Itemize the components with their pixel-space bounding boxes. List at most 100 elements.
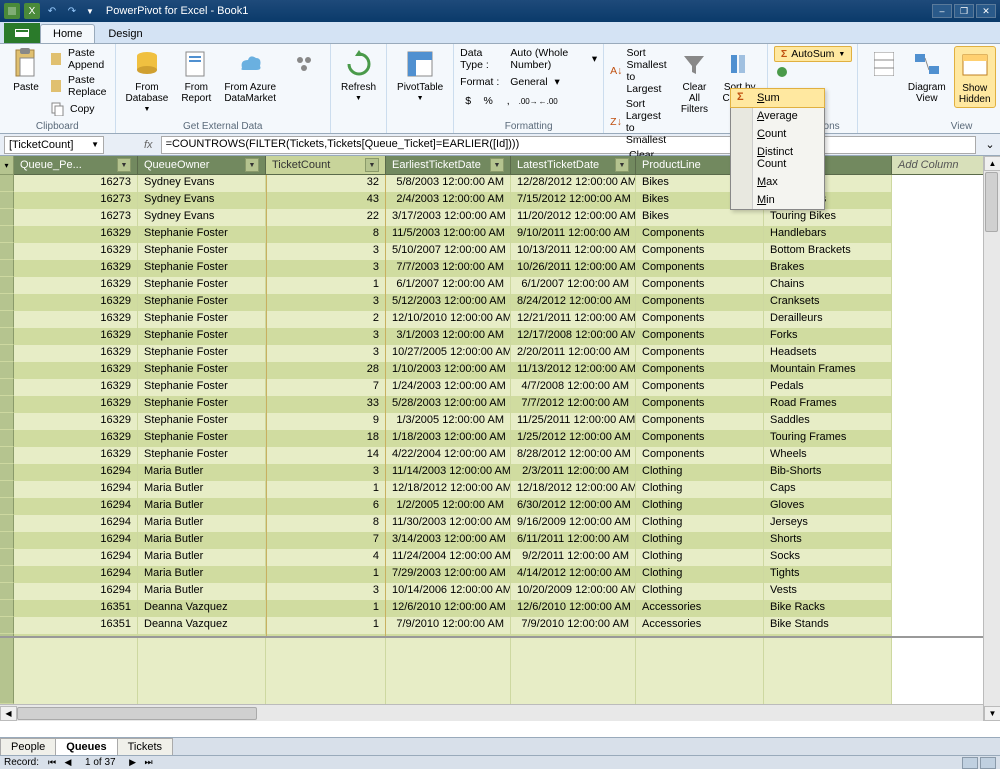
measure-cell[interactable] <box>14 638 138 704</box>
cell[interactable]: Components <box>636 413 764 430</box>
cell[interactable]: 8 <box>266 226 386 243</box>
cell[interactable]: Components <box>636 226 764 243</box>
cell[interactable]: 11/5/2003 12:00:00 AM <box>386 226 511 243</box>
qat-dropdown-icon[interactable]: ▼ <box>86 7 94 16</box>
table-row[interactable]: 16329Stephanie Foster16/1/2007 12:00:00 … <box>0 277 1000 294</box>
table-row[interactable]: 16294Maria Butler112/18/2012 12:00:00 AM… <box>0 481 1000 498</box>
cell[interactable]: 9/2/2011 12:00:00 AM <box>511 549 636 566</box>
cell[interactable]: 4/14/2012 12:00:00 AM <box>511 566 636 583</box>
cell[interactable]: 16273 <box>14 192 138 209</box>
cell[interactable]: Handlebars <box>764 226 892 243</box>
measure-cell[interactable] <box>636 638 764 704</box>
table-row[interactable]: 16329Stephanie Foster212/10/2010 12:00:0… <box>0 311 1000 328</box>
table-row[interactable]: 16351Deanna Vazquez112/6/2010 12:00:00 A… <box>0 600 1000 617</box>
cell[interactable]: Pedals <box>764 379 892 396</box>
autosum-item-count[interactable]: Count <box>731 125 824 143</box>
cell[interactable]: 7/29/2003 12:00:00 AM <box>386 566 511 583</box>
cell[interactable]: Road Frames <box>764 396 892 413</box>
cell[interactable]: 12/18/2012 12:00:00 AM <box>386 481 511 498</box>
datatype-selector[interactable]: Data Type : Auto (Whole Number) ▾ <box>460 46 597 72</box>
cell[interactable]: Socks <box>764 549 892 566</box>
filter-dropdown-icon[interactable]: ▼ <box>245 158 259 172</box>
cell[interactable]: Sydney Evans <box>138 192 266 209</box>
cell[interactable]: Stephanie Foster <box>138 447 266 464</box>
cell[interactable]: 2/3/2011 12:00:00 AM <box>511 464 636 481</box>
cell[interactable]: 16329 <box>14 243 138 260</box>
cell[interactable]: 43 <box>266 192 386 209</box>
cell[interactable]: 16329 <box>14 430 138 447</box>
cell[interactable]: 3 <box>266 583 386 600</box>
autosum-item-average[interactable]: Average <box>731 107 824 125</box>
sheet-tab-tickets[interactable]: Tickets <box>117 738 173 756</box>
measure-cell[interactable] <box>764 638 892 704</box>
cell[interactable]: 6/1/2007 12:00:00 AM <box>386 277 511 294</box>
cell[interactable]: 16329 <box>14 260 138 277</box>
cell[interactable]: 1/2/2005 12:00:00 AM <box>386 498 511 515</box>
cell[interactable]: Components <box>636 311 764 328</box>
tab-home[interactable]: Home <box>40 24 95 43</box>
cell[interactable]: 16294 <box>14 498 138 515</box>
cell[interactable]: 11/24/2004 12:00:00 AM <box>386 549 511 566</box>
cell[interactable]: Caps <box>764 481 892 498</box>
cell[interactable]: 1/10/2003 12:00:00 AM <box>386 362 511 379</box>
cell[interactable]: 16273 <box>14 209 138 226</box>
cell[interactable]: 5/28/2003 12:00:00 AM <box>386 396 511 413</box>
cell[interactable]: 16329 <box>14 362 138 379</box>
cell[interactable]: 9/10/2011 12:00:00 AM <box>511 226 636 243</box>
scroll-left-icon[interactable]: ◀ <box>0 706 17 721</box>
cell[interactable]: 10/27/2005 12:00:00 AM <box>386 345 511 362</box>
filter-dropdown-icon[interactable]: ▼ <box>365 158 379 172</box>
formula-input[interactable]: =COUNTROWS(FILTER(Tickets,Tickets[Queue_… <box>161 136 976 154</box>
table-row[interactable]: 16329Stephanie Foster181/18/2003 12:00:0… <box>0 430 1000 447</box>
pivottable-button[interactable]: PivotTable▼ <box>393 46 447 105</box>
column-header-earliestticketdate[interactable]: EarliestTicketDate▼ <box>386 156 511 175</box>
cell[interactable]: Clothing <box>636 515 764 532</box>
from-database-button[interactable]: From Database▼ <box>122 46 173 116</box>
dropdown-icon[interactable]: ▼ <box>91 140 99 149</box>
cell[interactable]: Headsets <box>764 345 892 362</box>
table-row[interactable]: 16329Stephanie Foster33/1/2003 12:00:00 … <box>0 328 1000 345</box>
cell[interactable]: Forks <box>764 328 892 345</box>
cell[interactable]: 16294 <box>14 566 138 583</box>
cell[interactable]: Touring Frames <box>764 430 892 447</box>
cell[interactable]: 16329 <box>14 345 138 362</box>
cell[interactable]: Maria Butler <box>138 464 266 481</box>
cell[interactable]: 14 <box>266 447 386 464</box>
cell[interactable]: Bib-Shorts <box>764 464 892 481</box>
nav-next-icon[interactable]: ▶ <box>126 757 140 768</box>
cell[interactable]: Stephanie Foster <box>138 277 266 294</box>
horizontal-scrollbar[interactable]: ◀ ▶ <box>0 704 1000 721</box>
table-row[interactable]: 16329Stephanie Foster37/7/2003 12:00:00 … <box>0 260 1000 277</box>
table-row[interactable]: 16329Stephanie Foster335/28/2003 12:00:0… <box>0 396 1000 413</box>
cell[interactable]: Bike Racks <box>764 600 892 617</box>
table-row[interactable]: 16329Stephanie Foster310/27/2005 12:00:0… <box>0 345 1000 362</box>
cell[interactable]: Clothing <box>636 481 764 498</box>
cell[interactable]: Stephanie Foster <box>138 260 266 277</box>
table-row[interactable]: 16294Maria Butler73/14/2003 12:00:00 AM6… <box>0 532 1000 549</box>
cell[interactable]: Clothing <box>636 583 764 600</box>
cell[interactable]: 4 <box>266 549 386 566</box>
cell[interactable]: Clothing <box>636 532 764 549</box>
cell[interactable]: Stephanie Foster <box>138 379 266 396</box>
filter-dropdown-icon[interactable]: ▼ <box>615 158 629 172</box>
cell[interactable]: 16294 <box>14 481 138 498</box>
clear-filters-button[interactable]: Clear All Filters <box>674 46 714 117</box>
sheet-tab-people[interactable]: People <box>0 738 56 756</box>
cell[interactable]: 8/24/2012 12:00:00 AM <box>511 294 636 311</box>
cell[interactable]: Components <box>636 396 764 413</box>
cell[interactable]: 12/18/2012 12:00:00 AM <box>511 481 636 498</box>
cell[interactable]: Brakes <box>764 260 892 277</box>
cell[interactable]: Wheels <box>764 447 892 464</box>
cell[interactable]: Stephanie Foster <box>138 226 266 243</box>
cell[interactable]: 12/17/2008 12:00:00 AM <box>511 328 636 345</box>
cell[interactable]: Clothing <box>636 549 764 566</box>
vertical-scrollbar[interactable]: ▲ ▼ <box>983 156 1000 721</box>
table-row[interactable]: 16273Sydney Evans223/17/2003 12:00:00 AM… <box>0 209 1000 226</box>
paste-append-button[interactable]: Paste Append <box>50 46 109 72</box>
column-header-latestticketdate[interactable]: LatestTicketDate▼ <box>511 156 636 175</box>
cell[interactable]: 1/3/2005 12:00:00 AM <box>386 413 511 430</box>
more-sources-button[interactable] <box>284 46 324 82</box>
cell[interactable]: 16351 <box>14 617 138 634</box>
cell[interactable]: Stephanie Foster <box>138 396 266 413</box>
measure-cell[interactable] <box>386 638 511 704</box>
